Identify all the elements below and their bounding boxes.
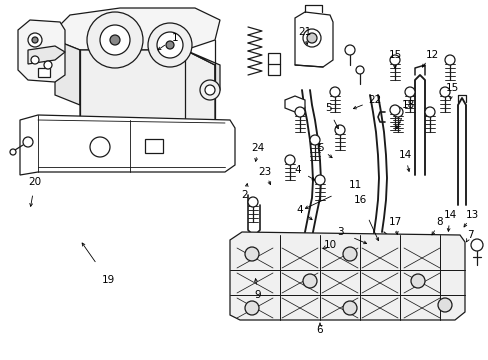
Circle shape <box>244 301 259 315</box>
Circle shape <box>148 23 192 67</box>
Circle shape <box>342 247 356 261</box>
Text: 17: 17 <box>387 217 401 227</box>
Text: 4: 4 <box>296 205 303 215</box>
Circle shape <box>23 137 33 147</box>
Circle shape <box>470 239 482 251</box>
Text: 9: 9 <box>254 290 261 300</box>
Polygon shape <box>229 232 464 320</box>
Text: 15: 15 <box>387 50 401 60</box>
Text: 12: 12 <box>425 50 438 60</box>
Text: 8: 8 <box>436 217 443 227</box>
Circle shape <box>334 125 345 135</box>
Circle shape <box>424 107 434 117</box>
Text: 22: 22 <box>367 95 381 105</box>
Circle shape <box>345 45 354 55</box>
Text: 13: 13 <box>465 210 478 220</box>
Text: 4: 4 <box>294 165 301 175</box>
Text: 14: 14 <box>398 150 411 160</box>
Circle shape <box>309 135 319 145</box>
Text: 3: 3 <box>336 227 343 237</box>
Circle shape <box>303 29 320 47</box>
Circle shape <box>110 35 120 45</box>
Circle shape <box>392 107 402 117</box>
Circle shape <box>87 12 142 68</box>
Circle shape <box>28 33 42 47</box>
Circle shape <box>294 107 305 117</box>
Text: 7: 7 <box>466 230 472 240</box>
Circle shape <box>314 175 325 185</box>
Text: 24: 24 <box>251 143 264 153</box>
Text: 16: 16 <box>353 195 366 205</box>
Text: 1: 1 <box>171 33 178 43</box>
Circle shape <box>204 85 215 95</box>
Circle shape <box>200 80 220 100</box>
Text: 14: 14 <box>443 210 456 220</box>
Polygon shape <box>20 115 235 175</box>
Polygon shape <box>80 50 215 130</box>
Circle shape <box>10 149 16 155</box>
Circle shape <box>437 298 451 312</box>
Circle shape <box>303 274 316 288</box>
Polygon shape <box>55 40 80 105</box>
Polygon shape <box>285 96 305 112</box>
Text: 18: 18 <box>401 100 414 110</box>
Text: 15: 15 <box>445 83 458 93</box>
Bar <box>267 53 280 75</box>
Circle shape <box>444 55 454 65</box>
Text: 2: 2 <box>241 190 248 200</box>
Circle shape <box>342 301 356 315</box>
Circle shape <box>439 87 449 97</box>
Circle shape <box>247 197 258 207</box>
Polygon shape <box>184 50 220 95</box>
Bar <box>145 139 163 153</box>
Circle shape <box>329 87 339 97</box>
Circle shape <box>100 25 130 55</box>
Text: 5: 5 <box>316 143 323 153</box>
Circle shape <box>157 32 183 58</box>
Text: 21: 21 <box>298 27 311 37</box>
Text: 19: 19 <box>101 275 114 285</box>
Circle shape <box>404 87 414 97</box>
Circle shape <box>165 41 174 49</box>
Circle shape <box>389 55 399 65</box>
Circle shape <box>410 274 424 288</box>
Text: 20: 20 <box>28 177 41 187</box>
Circle shape <box>44 61 52 69</box>
Polygon shape <box>55 8 220 50</box>
Polygon shape <box>18 20 65 82</box>
Polygon shape <box>294 12 332 67</box>
Polygon shape <box>28 46 65 64</box>
Circle shape <box>306 33 316 43</box>
Text: 6: 6 <box>316 325 323 335</box>
Circle shape <box>32 37 38 43</box>
Text: 11: 11 <box>347 180 361 190</box>
Bar <box>38 68 50 77</box>
Circle shape <box>285 155 294 165</box>
Circle shape <box>389 105 399 115</box>
Text: 23: 23 <box>258 167 271 177</box>
Circle shape <box>355 66 363 74</box>
Text: 10: 10 <box>323 240 336 250</box>
Text: 5: 5 <box>324 103 331 113</box>
Circle shape <box>31 56 39 64</box>
Circle shape <box>90 137 110 157</box>
Circle shape <box>244 247 259 261</box>
